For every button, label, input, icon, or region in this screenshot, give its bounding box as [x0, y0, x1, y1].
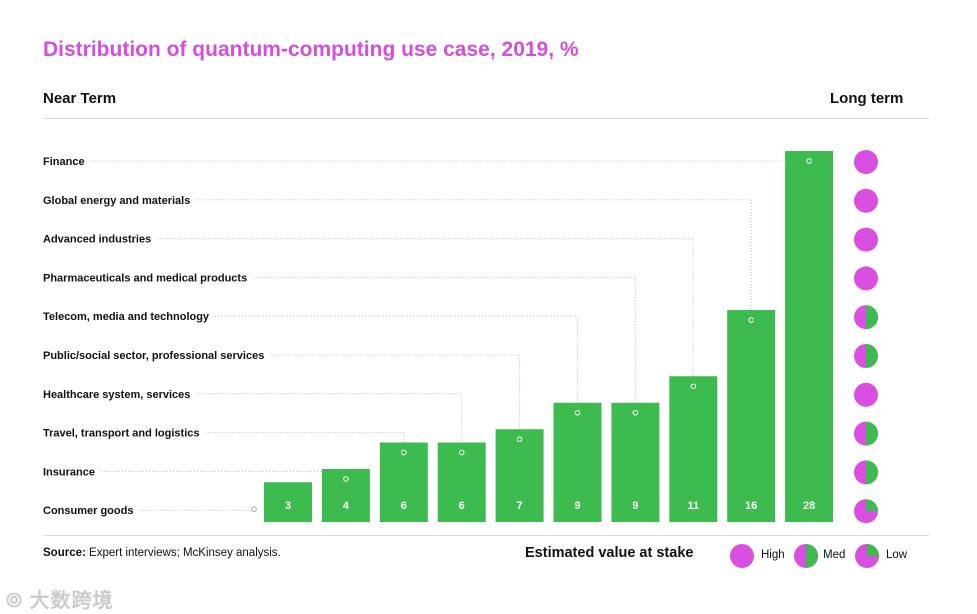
- long-term-header: Long term: [830, 90, 904, 107]
- leader-dot: [251, 506, 257, 512]
- leader-dot: [632, 409, 639, 416]
- category-label: Pharmaceuticals and medical products: [43, 272, 247, 284]
- bar-value-label: 3: [285, 500, 291, 512]
- category-label: Public/social sector, professional servi…: [43, 350, 264, 362]
- bottom-divider: [43, 535, 929, 536]
- category-label: Travel, transport and logistics: [43, 428, 200, 440]
- near-term-header: Near Term: [43, 90, 117, 107]
- leader-line: [196, 199, 752, 320]
- bar: [437, 442, 486, 522]
- leader-line: [139, 509, 255, 511]
- bar-value-label: 9: [574, 500, 580, 512]
- bar-value-label: 7: [517, 500, 523, 512]
- value-at-stake-pie-icon: [854, 382, 878, 407]
- watermark-logo: ⦾ 大数跨境: [6, 590, 114, 612]
- category-label: Finance: [43, 156, 85, 168]
- legend-label-low: Low: [886, 549, 908, 561]
- category-label: Insurance: [43, 466, 95, 478]
- source-note: Source: Expert interviews; McKinsey anal…: [43, 547, 281, 559]
- legend-med-pie-icon: [794, 544, 818, 568]
- bar: [495, 429, 544, 522]
- bar-value-label: 4: [343, 500, 350, 512]
- bar-value-label: 6: [401, 500, 407, 512]
- value-at-stake-pie-icon: [854, 227, 878, 252]
- bar: [379, 442, 428, 522]
- leader-dot: [458, 449, 465, 456]
- category-label: Telecom, media and technology: [43, 311, 210, 323]
- leader-line: [253, 276, 636, 413]
- category-label: Healthcare system, services: [43, 389, 190, 401]
- bar-value-label: 9: [632, 500, 638, 512]
- leader-dot: [343, 476, 349, 482]
- value-at-stake-pie-icon: [854, 188, 878, 213]
- leader-dot: [401, 449, 407, 456]
- source-label: Source:: [43, 547, 86, 559]
- legend-label-high: High: [761, 549, 785, 561]
- value-at-stake-pie-icon: [854, 344, 878, 368]
- bar: [669, 376, 718, 522]
- leader-line: [270, 354, 521, 440]
- bar: [321, 469, 370, 522]
- bar: [727, 310, 776, 522]
- value-at-stake-pie-icon: [854, 150, 878, 174]
- value-at-stake-pie-icon: [854, 266, 878, 291]
- legend-high-pie-icon: [730, 544, 754, 568]
- legend-title: Estimated value at stake: [525, 545, 694, 561]
- value-at-stake-pie-icon: [854, 499, 878, 524]
- value-at-stake-pie-icon: [854, 460, 879, 485]
- bar: [264, 482, 312, 522]
- leader-dot: [806, 158, 812, 164]
- bar: [785, 151, 834, 522]
- legend-low-pie-icon: [855, 544, 879, 568]
- legend-label-med: Med: [823, 549, 846, 561]
- bar: [553, 402, 602, 522]
- source-text: Expert interviews; McKinsey analysis.: [85, 547, 281, 559]
- leader-line: [205, 432, 405, 453]
- leader-line: [157, 238, 694, 387]
- top-divider: [43, 118, 929, 119]
- bar: [611, 402, 660, 522]
- chart-title: Distribution of quantum-computing use ca…: [43, 38, 579, 61]
- value-at-stake-pie-icon: [854, 421, 879, 446]
- leader-dot: [690, 383, 697, 390]
- leader-dot: [516, 436, 523, 443]
- leader-dot: [748, 317, 755, 323]
- leader-dot: [574, 409, 581, 416]
- value-at-stake-pie-icon: [854, 305, 879, 330]
- leader-line: [215, 315, 578, 413]
- category-label: Advanced industries: [43, 234, 151, 246]
- bar-value-label: 6: [459, 500, 465, 512]
- bar-value-label: 16: [745, 500, 757, 512]
- category-label: Global energy and materials: [43, 195, 190, 207]
- category-label: Consumer goods: [43, 505, 133, 517]
- bar-value-label: 11: [687, 500, 699, 512]
- bar-value-label: 28: [803, 500, 815, 512]
- leader-line: [100, 470, 347, 479]
